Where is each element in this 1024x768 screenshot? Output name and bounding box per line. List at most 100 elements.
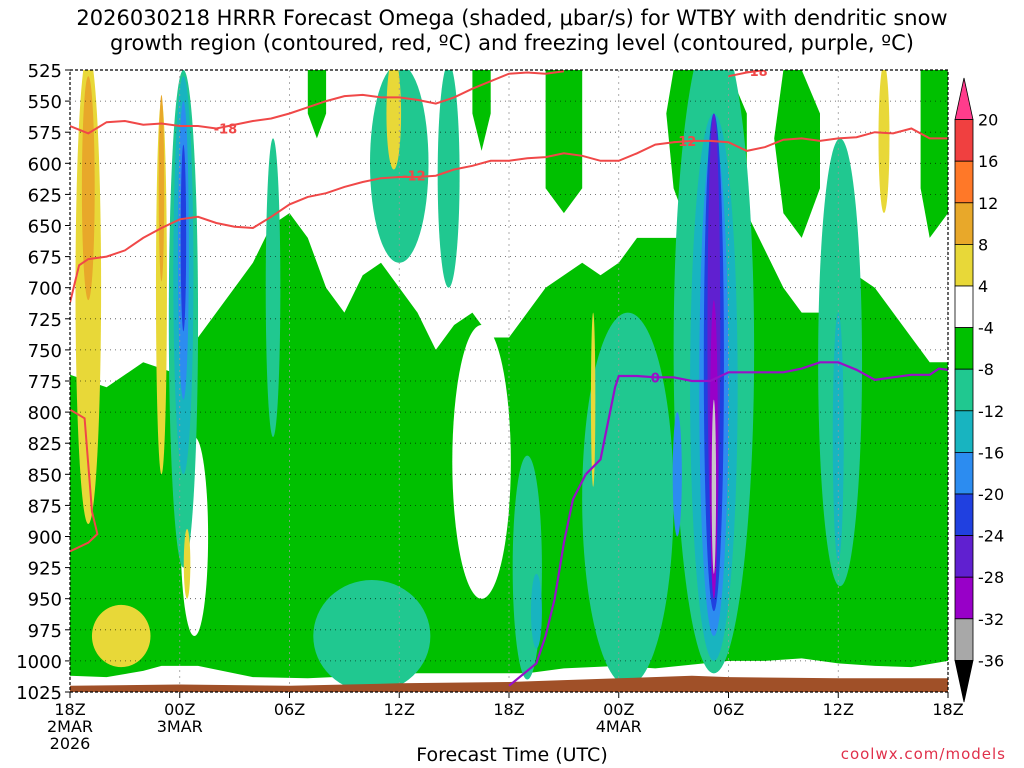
y-tick-label-725: 725 bbox=[28, 310, 62, 331]
omega-sinking-cell-1 bbox=[81, 76, 95, 301]
colorbar-label-7: -12 bbox=[978, 402, 1004, 421]
dgz-contour-label-0: -18 bbox=[214, 122, 238, 137]
dgz-contour-label-1: -18 bbox=[744, 65, 768, 80]
colorbar-label-0: 20 bbox=[978, 111, 998, 130]
y-tick-label-900: 900 bbox=[28, 528, 62, 549]
dgz-contour-2 bbox=[70, 127, 948, 303]
omega-region-6 bbox=[920, 70, 948, 238]
y-tick-label-775: 775 bbox=[28, 372, 62, 393]
y-tick-label-875: 875 bbox=[28, 496, 62, 517]
x-tick-label-0-0: 18Z bbox=[54, 700, 85, 719]
dgz-contour-label-2: -12 bbox=[402, 170, 426, 185]
colorbar-label-10: -24 bbox=[978, 527, 1004, 546]
freezing-level-label: 0 bbox=[651, 371, 660, 386]
omega-cell-4 bbox=[265, 138, 281, 437]
y-tick-label-950: 950 bbox=[28, 590, 62, 611]
colorbar-label-1: 16 bbox=[978, 152, 998, 171]
source-credit: coolwx.com/models bbox=[840, 745, 1006, 763]
y-tick-label-525: 525 bbox=[28, 61, 62, 82]
chart-title-line-1: 2026030218 HRRR Forecast Omega (shaded, … bbox=[76, 6, 948, 30]
x-tick-label-30-0: 00Z bbox=[603, 700, 634, 719]
colorbar-bin-12 bbox=[954, 576, 974, 620]
omega-sinking-cell-3 bbox=[158, 94, 165, 282]
x-tick-label-18-0: 12Z bbox=[384, 700, 415, 719]
y-tick-label-650: 650 bbox=[28, 217, 62, 238]
y-tick-label-1000: 1000 bbox=[16, 652, 62, 673]
omega-region-4 bbox=[774, 70, 820, 238]
colorbar-bin-2 bbox=[954, 160, 974, 204]
omega-cell-6 bbox=[313, 580, 431, 692]
omega-sinking-cell-8 bbox=[878, 70, 890, 214]
terrain bbox=[70, 675, 948, 692]
omega-sinking-cell-5 bbox=[91, 604, 151, 668]
omega-weak-region-1 bbox=[452, 325, 511, 599]
colorbar-bin-0 bbox=[954, 77, 974, 120]
omega-sinking-cell-7 bbox=[590, 312, 596, 487]
colorbar-bin-4 bbox=[954, 243, 974, 287]
y-tick-label-850: 850 bbox=[28, 465, 62, 486]
omega-cell-8 bbox=[530, 573, 542, 649]
chart-title: 2026030218 HRRR Forecast Omega (shaded, … bbox=[0, 6, 1024, 56]
omega-region-5 bbox=[472, 70, 491, 151]
omega-cell-9 bbox=[582, 312, 674, 686]
x-tick-label-0-1: 2MAR bbox=[47, 717, 93, 736]
y-tick-label-800: 800 bbox=[28, 403, 62, 424]
omega-cell-5 bbox=[437, 70, 460, 288]
y-tick-label-550: 550 bbox=[28, 92, 62, 113]
omega-sinking-cell-4 bbox=[386, 70, 402, 170]
colorbar-bin-9 bbox=[954, 451, 974, 495]
y-tick-label-925: 925 bbox=[28, 559, 62, 580]
omega-region-2 bbox=[545, 70, 583, 214]
colorbar-label-2: 12 bbox=[978, 194, 998, 213]
colorbar-label-6: -8 bbox=[978, 360, 994, 379]
x-tick-label-30-1: 4MAR bbox=[596, 717, 642, 736]
omega-cell-17 bbox=[672, 412, 682, 537]
omega-cell-16 bbox=[711, 399, 717, 574]
colorbar-bin-14 bbox=[954, 660, 974, 703]
colorbar-label-8: -16 bbox=[978, 443, 1004, 462]
x-tick-label-24-0: 18Z bbox=[493, 700, 524, 719]
x-tick-label-6-0: 00Z bbox=[164, 700, 195, 719]
x-tick-label-12-0: 06Z bbox=[274, 700, 305, 719]
y-tick-label-750: 750 bbox=[28, 341, 62, 362]
x-tick-label-0-2: 2026 bbox=[50, 734, 91, 753]
colorbar-bin-5 bbox=[954, 285, 974, 328]
plot-area: -18 -18 -12 -12 0 bbox=[70, 65, 948, 692]
x-tick-label-6-1: 3MAR bbox=[157, 717, 203, 736]
y-tick-label-625: 625 bbox=[28, 185, 62, 206]
freezing-level-contour bbox=[508, 361, 948, 687]
dgz-contour-4 bbox=[70, 408, 99, 553]
y-tick-label-975: 975 bbox=[28, 621, 62, 642]
colorbar: 20 16 12 8 4 -4 -8 -12 -16 -20 -24 -28 -32 -36 bbox=[954, 77, 1004, 703]
y-tick-label-675: 675 bbox=[28, 248, 62, 269]
colorbar-bin-11 bbox=[954, 535, 974, 578]
omega-sinking-cell-2 bbox=[155, 101, 167, 475]
colorbar-bin-7 bbox=[954, 368, 974, 412]
dgz-contour-1 bbox=[728, 70, 766, 78]
colorbar-label-4: 4 bbox=[978, 277, 988, 296]
dgz-contour-0 bbox=[70, 70, 565, 135]
x-tick-label-36-0: 06Z bbox=[713, 700, 744, 719]
x-tick-label-48-0: 18Z bbox=[932, 700, 963, 719]
omega-cell-3 bbox=[180, 144, 187, 332]
colorbar-label-13: -36 bbox=[978, 651, 1004, 670]
y-tick-label-600: 600 bbox=[28, 154, 62, 175]
y-tick-label-1025: 1025 bbox=[16, 683, 62, 704]
y-tick-label-575: 575 bbox=[28, 123, 62, 144]
dgz-contour-label-3: -12 bbox=[673, 135, 697, 150]
x-axis-label: Forecast Time (UTC) bbox=[416, 744, 608, 766]
colorbar-bin-3 bbox=[954, 202, 974, 245]
chart-title-line-2: growth region (contoured, red, ºC) and f… bbox=[110, 31, 914, 55]
colorbar-bin-6 bbox=[954, 327, 974, 370]
y-tick-label-825: 825 bbox=[28, 434, 62, 455]
colorbar-bin-1 bbox=[954, 119, 974, 162]
colorbar-label-11: -28 bbox=[978, 568, 1004, 587]
colorbar-label-3: 8 bbox=[978, 235, 988, 254]
colorbar-label-5: -4 bbox=[978, 319, 994, 338]
colorbar-bin-10 bbox=[954, 493, 974, 536]
y-tick-label-700: 700 bbox=[28, 279, 62, 300]
colorbar-label-12: -32 bbox=[978, 610, 1004, 629]
colorbar-bin-8 bbox=[954, 410, 974, 453]
colorbar-bin-13 bbox=[954, 618, 974, 661]
